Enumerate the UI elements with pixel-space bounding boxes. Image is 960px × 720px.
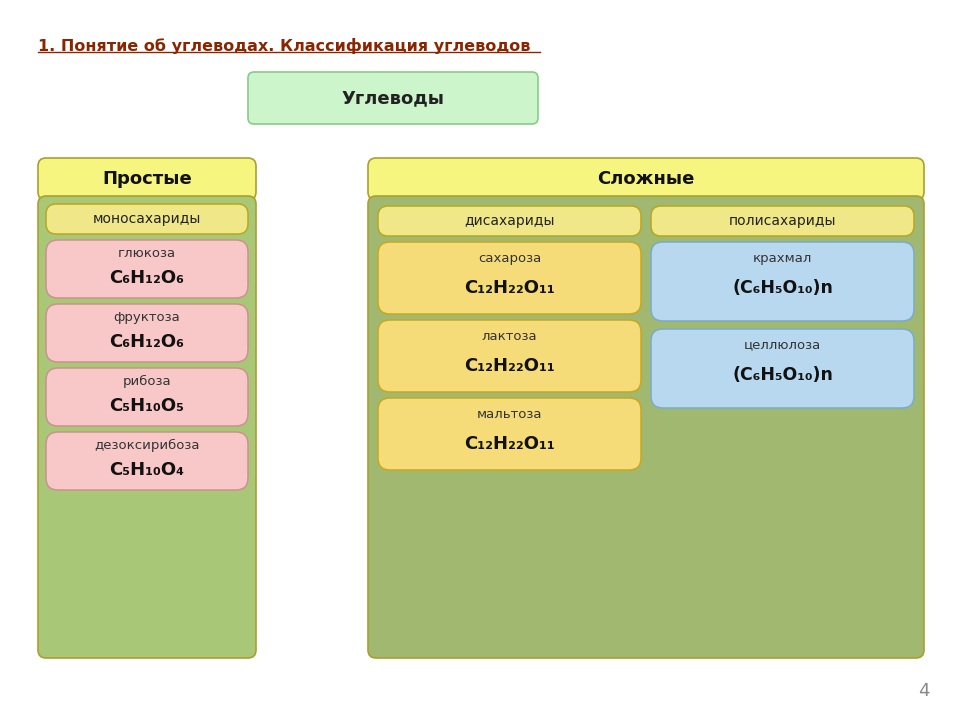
Text: C₅H₁₀O₅: C₅H₁₀O₅	[109, 397, 184, 415]
Text: глюкоза: глюкоза	[118, 246, 176, 259]
Text: сахароза: сахароза	[478, 251, 541, 264]
FancyBboxPatch shape	[378, 242, 641, 314]
Text: дезоксирибоза: дезоксирибоза	[94, 438, 200, 451]
Text: C₆H₁₂O₆: C₆H₁₂O₆	[109, 269, 184, 287]
FancyBboxPatch shape	[378, 206, 641, 236]
Text: дисахариды: дисахариды	[465, 214, 555, 228]
Text: (C₆H₅O₁₀)n: (C₆H₅O₁₀)n	[732, 279, 833, 297]
Text: C₆H₁₂O₆: C₆H₁₂O₆	[109, 333, 184, 351]
Text: C₁₂H₂₂O₁₁: C₁₂H₂₂O₁₁	[464, 279, 555, 297]
FancyBboxPatch shape	[46, 204, 248, 234]
Text: 4: 4	[919, 682, 930, 700]
FancyBboxPatch shape	[46, 432, 248, 490]
FancyBboxPatch shape	[38, 158, 256, 200]
FancyBboxPatch shape	[38, 196, 256, 658]
Text: C₁₂H₂₂O₁₁: C₁₂H₂₂O₁₁	[464, 357, 555, 375]
FancyBboxPatch shape	[46, 240, 248, 298]
Text: Сложные: Сложные	[597, 170, 695, 188]
FancyBboxPatch shape	[46, 368, 248, 426]
Text: фруктоза: фруктоза	[113, 310, 180, 323]
Text: мальтоза: мальтоза	[477, 408, 542, 420]
Text: рибоза: рибоза	[123, 374, 171, 387]
FancyBboxPatch shape	[651, 329, 914, 408]
FancyBboxPatch shape	[378, 320, 641, 392]
FancyBboxPatch shape	[378, 398, 641, 470]
Text: Углеводы: Углеводы	[342, 89, 444, 107]
Text: Простые: Простые	[102, 170, 192, 188]
Text: крахмал: крахмал	[753, 251, 812, 264]
Text: 1. Понятие об углеводах. Классификация углеводов: 1. Понятие об углеводах. Классификация у…	[38, 38, 531, 54]
Text: целлюлоза: целлюлоза	[744, 338, 821, 351]
Text: C₅H₁₀O₄: C₅H₁₀O₄	[109, 461, 184, 479]
FancyBboxPatch shape	[651, 242, 914, 321]
FancyBboxPatch shape	[368, 196, 924, 658]
Text: C₁₂H₂₂O₁₁: C₁₂H₂₂O₁₁	[464, 435, 555, 453]
FancyBboxPatch shape	[46, 304, 248, 362]
Text: лактоза: лактоза	[482, 330, 538, 343]
FancyBboxPatch shape	[368, 158, 924, 200]
Text: полисахариды: полисахариды	[729, 214, 836, 228]
Text: моносахариды: моносахариды	[93, 212, 202, 226]
Text: (C₆H₅O₁₀)n: (C₆H₅O₁₀)n	[732, 366, 833, 384]
FancyBboxPatch shape	[651, 206, 914, 236]
FancyBboxPatch shape	[248, 72, 538, 124]
